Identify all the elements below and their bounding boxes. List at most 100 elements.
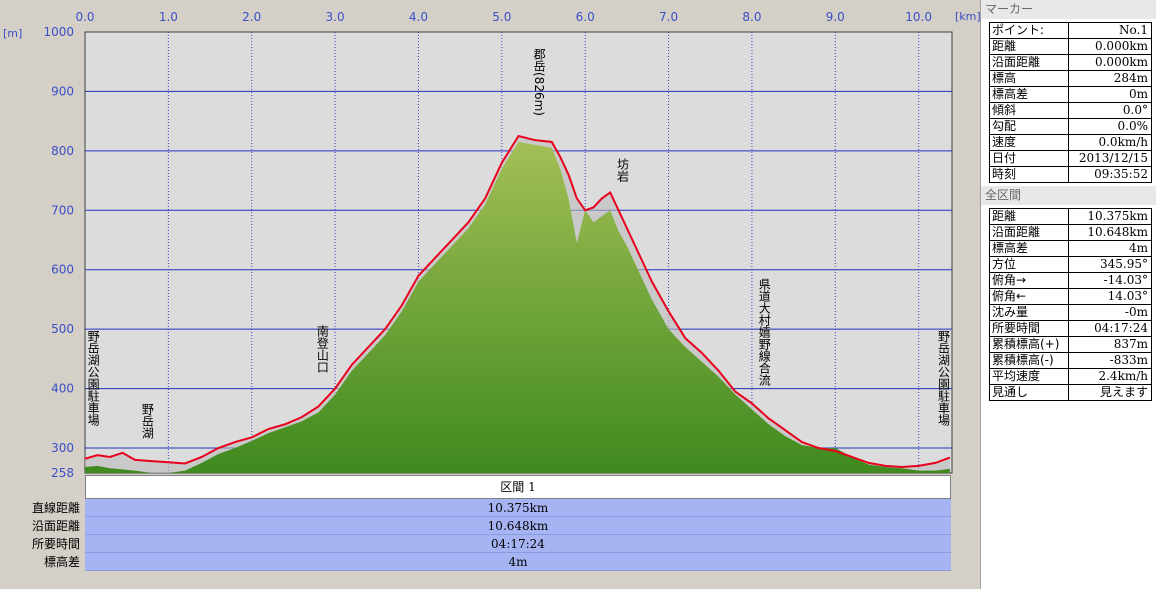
panel-value: 10.648km [1069,225,1152,240]
elevation-chart-area[interactable]: 0.0 1.0 2.0 3.0 4.0 5.0 6.0 7.0 8.0 9.0 10.0 1000 90… [0,0,980,589]
summary-value: 10.648km [85,517,951,535]
x-tick-label: 4.0 [409,10,428,24]
panel-label: 俯角← [990,289,1069,304]
panel-label: 時刻 [990,167,1069,182]
section-title: 区間 1 [85,475,951,499]
y-tick-label: 300 [51,441,74,455]
panel-label: ポイント: [990,23,1069,38]
area-layer [84,134,951,474]
panel-row: 距離 10.375km [990,209,1152,225]
panel-value: 0.000km [1069,39,1152,54]
panel-value: 2.4km/h [1069,369,1152,384]
panel-label: 距離 [990,39,1069,54]
x-tick-label: 1.0 [159,10,178,24]
x-tick-label: 8.0 [742,10,761,24]
terrain-area [85,141,950,474]
panel-row: 俯角→ -14.03° [990,273,1152,289]
annotation-label: 県道大村嬉野線合流 [757,278,771,386]
panel-value: 0m [1069,87,1152,102]
x-tick-label: 9.0 [826,10,845,24]
panel-row: 標高差 0m [990,87,1152,103]
panel-value: -0m [1069,305,1152,320]
x-tick-label: 7.0 [659,10,678,24]
panel-value: 14.03° [1069,289,1152,304]
full-table: 距離 10.375km 沿面距離 10.648km 標高差 4m 方位 345.95° 俯角→ -… [989,208,1152,401]
y-tick-label: 1000 [43,25,74,39]
annotation-label: 坊岩 [616,157,630,182]
annotation-label: 郡岳(826m) [532,48,546,116]
panel-value: 04:17:24 [1069,321,1152,336]
panel-row: 沿面距離 10.648km [990,225,1152,241]
summary-row: 標高差 4m [0,553,952,571]
panel-value: 837m [1069,337,1152,352]
panel-value: 0.0% [1069,119,1152,134]
y-tick-label: 400 [51,382,74,396]
summary-row: 直線距離 10.375km [0,499,952,517]
section-summary: 直線距離 10.375km 沿面距離 10.648km 所要時間 04:17:24 標高差 4… [0,499,952,571]
panel-value: 345.95° [1069,257,1152,272]
x-tick-label: 5.0 [492,10,511,24]
panel-label: 俯角→ [990,273,1069,288]
y-tick-label: 500 [51,322,74,336]
panel-row: 沿面距離 0.000km [990,55,1152,71]
panel-label: 標高差 [990,241,1069,256]
panel-row: 標高 284m [990,71,1152,87]
elevation-chart[interactable]: 0.0 1.0 2.0 3.0 4.0 5.0 6.0 7.0 8.0 9.0 10.0 1000 90… [0,0,980,500]
x-tick-label: 3.0 [326,10,345,24]
panel-row: 平均速度 2.4km/h [990,369,1152,385]
marker-panel-header: マーカー [981,0,1156,19]
panel-row: 時刻 09:35:52 [990,167,1152,183]
panel-row: 傾斜 0.0° [990,103,1152,119]
y-tick-label: 800 [51,144,74,158]
summary-label: 標高差 [43,555,80,569]
panel-label: 所要時間 [990,321,1069,336]
x-tick-label: 10.0 [905,10,932,24]
panel-label: 方位 [990,257,1069,272]
panel-row: 累積標高(-) -833m [990,353,1152,369]
summary-value: 10.375km [85,499,951,517]
panel-row: 距離 0.000km [990,39,1152,55]
side-panel: マーカー ポイント: No.1 距離 0.000km 沿面距離 0.000km 標高 284m… [980,0,1156,589]
y-tick-label: 600 [51,263,74,277]
x-tick-label: 6.0 [576,10,595,24]
panel-label: 沿面距離 [990,55,1069,70]
panel-label: 日付 [990,151,1069,166]
panel-label: 沿面距離 [990,225,1069,240]
panel-label: 標高 [990,71,1069,86]
elevation-line [84,134,951,469]
panel-value: -833m [1069,353,1152,368]
y-tick-label: 258 [51,466,74,480]
summary-value: 04:17:24 [85,535,951,553]
panel-value: No.1 [1069,23,1152,38]
y-unit-label: [m] [3,27,22,40]
panel-label: 見通し [990,385,1069,400]
annotation-label: 野岳湖 [140,403,154,439]
summary-row: 所要時間 04:17:24 [0,535,952,553]
panel-value: 09:35:52 [1069,167,1152,182]
tick-labels: 0.0 1.0 2.0 3.0 4.0 5.0 6.0 7.0 8.0 9.0 10.0 1000 90… [43,10,932,480]
panel-value: 2013/12/15 [1069,151,1152,166]
panel-label: 距離 [990,209,1069,224]
annotation-label: 野岳湖公園駐車場 [936,330,950,427]
summary-label: 沿面距離 [31,519,80,533]
y-tick-label: 700 [51,203,74,217]
x-tick-label: 2.0 [242,10,261,24]
panel-row: ポイント: No.1 [990,23,1152,39]
panel-row: 日付 2013/12/15 [990,151,1152,167]
panel-row: 所要時間 04:17:24 [990,321,1152,337]
panel-label: 傾斜 [990,103,1069,118]
panel-value: 10.375km [1069,209,1152,224]
panel-value: -14.03° [1069,273,1152,288]
panel-label: 沈み量 [990,305,1069,320]
summary-value: 4m [85,553,951,571]
full-panel-header: 全区間 [981,186,1156,205]
panel-row: 標高差 4m [990,241,1152,257]
x-tick-label: 0.0 [75,10,94,24]
annotation-label: 南登山口 [315,324,329,373]
panel-row: 速度 0.0km/h [990,135,1152,151]
panel-row: 方位 345.95° [990,257,1152,273]
panel-row: 見通し 見えます [990,385,1152,401]
panel-row: 累積標高(+) 837m [990,337,1152,353]
x-unit-label: [km] [955,10,980,23]
